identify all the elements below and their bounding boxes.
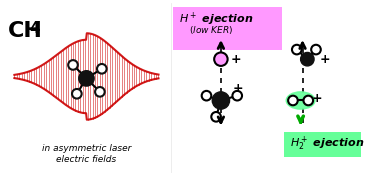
Text: +: + <box>232 83 243 95</box>
Circle shape <box>202 91 211 100</box>
Ellipse shape <box>286 92 315 109</box>
FancyBboxPatch shape <box>284 132 361 157</box>
Circle shape <box>95 87 105 97</box>
Circle shape <box>304 96 313 105</box>
Circle shape <box>311 45 321 54</box>
FancyBboxPatch shape <box>173 7 282 50</box>
Circle shape <box>232 91 242 100</box>
Circle shape <box>212 92 229 109</box>
Text: CH: CH <box>8 21 43 41</box>
Circle shape <box>211 112 221 122</box>
Text: +: + <box>320 53 330 66</box>
Circle shape <box>292 45 302 54</box>
Text: 4: 4 <box>29 21 39 36</box>
Circle shape <box>68 60 78 70</box>
Text: $\mathit{H}^+$ ejection: $\mathit{H}^+$ ejection <box>179 11 253 29</box>
Circle shape <box>214 52 228 66</box>
Text: +: + <box>311 92 322 105</box>
Circle shape <box>97 64 107 74</box>
Circle shape <box>288 96 298 105</box>
Text: $\mathit{(low\ KER)}$: $\mathit{(low\ KER)}$ <box>189 24 234 36</box>
Circle shape <box>79 71 94 86</box>
Circle shape <box>72 89 82 99</box>
Text: electric fields: electric fields <box>56 155 116 164</box>
Text: +: + <box>231 53 241 66</box>
Text: $\mathit{H_2^+}$ ejection: $\mathit{H_2^+}$ ejection <box>290 135 364 153</box>
Circle shape <box>301 52 314 66</box>
Text: in asymmetric laser: in asymmetric laser <box>42 144 131 153</box>
